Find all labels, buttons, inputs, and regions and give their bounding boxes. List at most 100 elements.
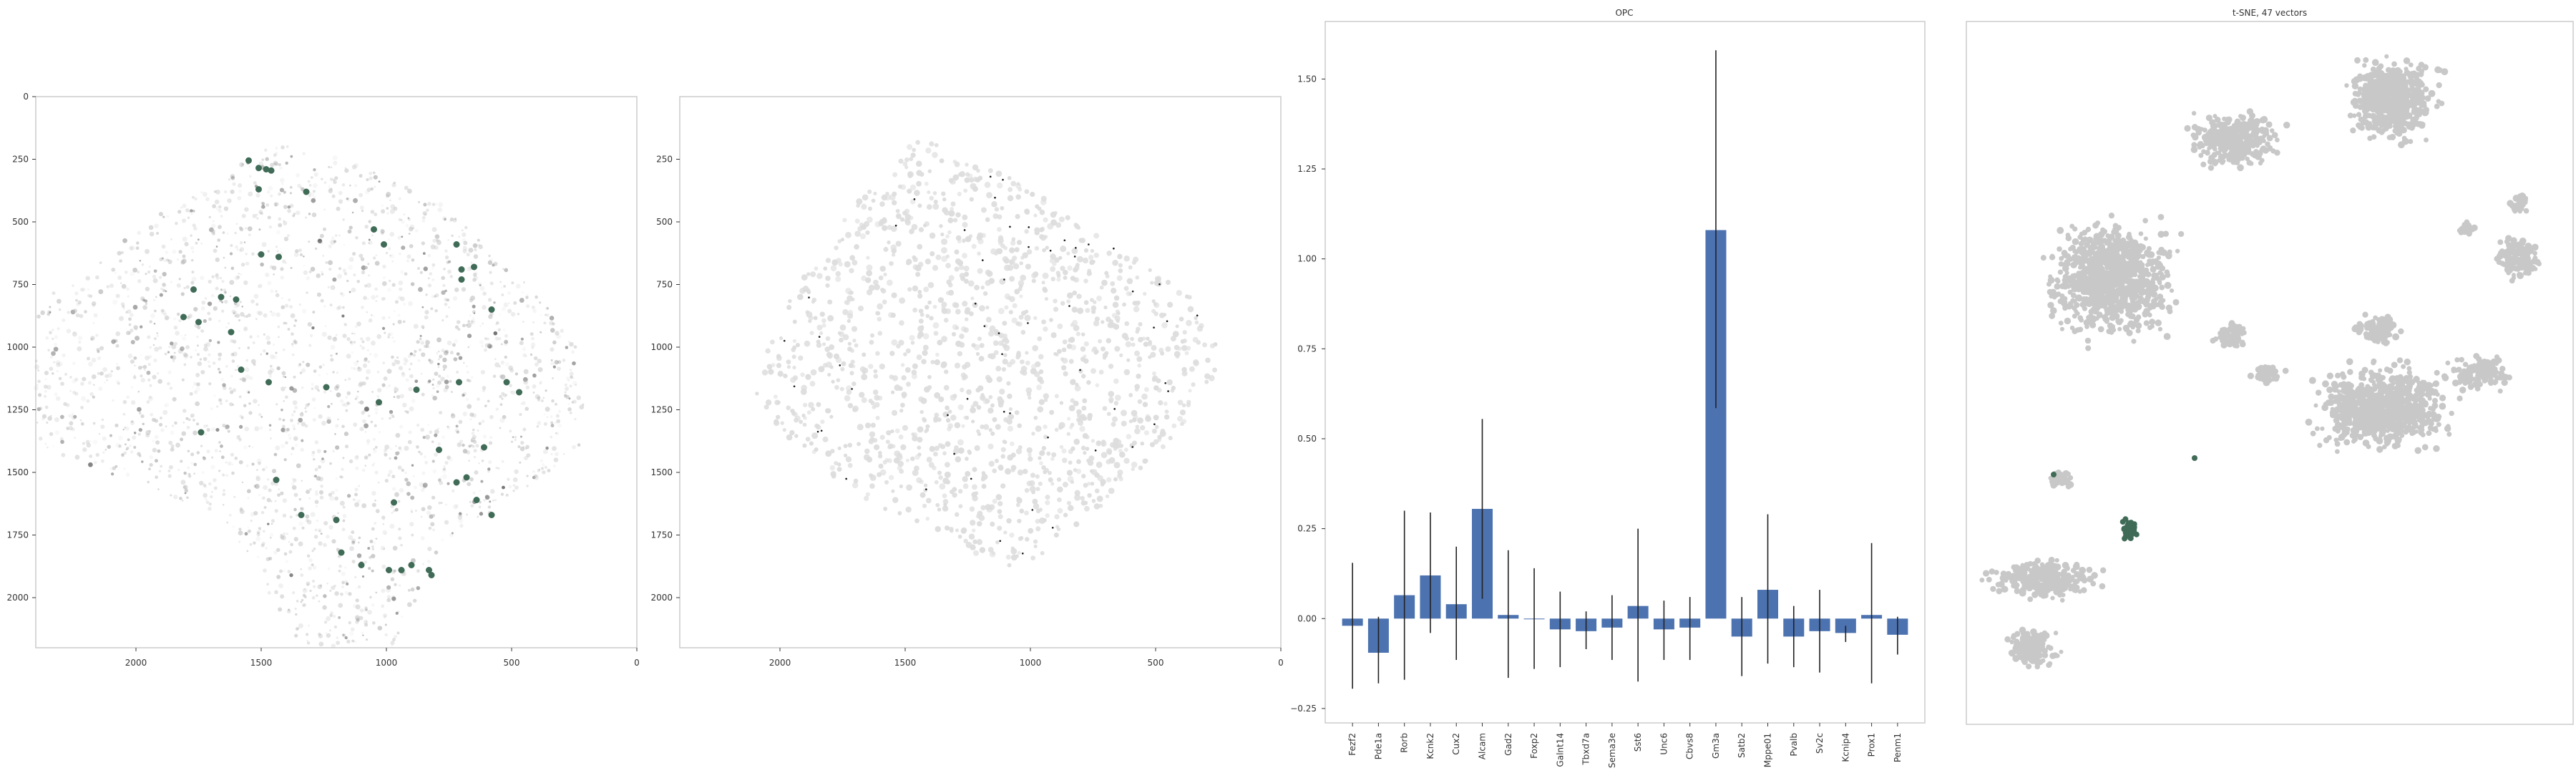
- tissue-all-cell-point: [503, 285, 506, 288]
- tissue-all-cell-point: [386, 598, 391, 603]
- tissue-all-cell-point: [251, 446, 254, 449]
- tissue-all-cell-point: [343, 402, 348, 407]
- tissue-selected-cell-point: [925, 516, 930, 521]
- tissue-all-cell-point: [162, 271, 167, 277]
- tissue-all-cell-point: [294, 607, 297, 611]
- tissue-all-cell-point: [192, 209, 195, 213]
- tissue-all-cell-point: [356, 615, 360, 619]
- tissue-selected-cell-point: [889, 261, 894, 266]
- tissue-selected-cell-point: [809, 441, 814, 446]
- tissue-selected-cell-point: [1189, 366, 1195, 372]
- tissue-all-cell-point: [311, 563, 314, 567]
- tissue-selected-cell-point: [945, 263, 951, 268]
- tissue-all-cell-point: [288, 608, 291, 611]
- tissue-all-cell-point: [182, 236, 187, 242]
- tissue-all-cell-point: [572, 444, 576, 449]
- tissue-all-cell-point: [137, 407, 142, 412]
- tissue-all-cell-point: [417, 267, 420, 270]
- tissue-selected-cell-point: [836, 378, 841, 382]
- tissue-all-cell-point: [540, 399, 544, 402]
- tissue-selected-cell-point: [1025, 537, 1030, 542]
- tissue-all-cell-point: [249, 335, 253, 339]
- tissue-all-cell-point: [477, 238, 480, 242]
- tissue-selected-cell-point: [898, 339, 904, 346]
- tissue-all-cell-point: [197, 238, 200, 241]
- tissue-all-cell-point: [307, 520, 312, 525]
- tissue-selected-cell-point: [1093, 350, 1098, 355]
- tissue-all-cell-point: [187, 313, 192, 319]
- tissue-selected-cell-point: [835, 276, 841, 283]
- tissue-all-cell-point: [364, 623, 369, 627]
- tissue-all-cell-point: [258, 527, 261, 530]
- tissue-all-cell-point: [328, 165, 331, 169]
- tissue-all-cell-point: [447, 238, 450, 241]
- tissue-all-cell-point: [243, 280, 248, 286]
- tissue-all-cell-point: [328, 525, 333, 530]
- tissue-all-cell-point: [436, 240, 441, 245]
- tissue-all-cell-point: [55, 396, 61, 402]
- tissue-all-cell-point: [268, 424, 272, 427]
- tissue-selected-cell-point: [1073, 223, 1078, 228]
- tissue-all-cell-point: [111, 338, 117, 344]
- tissue-all-cell-point: [448, 260, 452, 263]
- tissue-selected-cell-point: [1196, 326, 1204, 332]
- tissue-all-cell-point: [128, 331, 132, 335]
- tissue-all-cell-point: [52, 337, 54, 340]
- tissue-all-cell-point: [342, 268, 346, 273]
- tissue-all-cell-point: [238, 460, 243, 465]
- tissue-selected-cell-point: [1135, 329, 1140, 334]
- tissue-all-cell-point: [391, 336, 394, 339]
- tissue-selected-cell-point: [957, 351, 962, 356]
- tissue-all-cell-point: [183, 485, 188, 490]
- tissue-all-cell-point: [102, 451, 105, 454]
- tissue-all-cell-point: [339, 500, 345, 506]
- tissue-all-cell-point: [251, 462, 255, 466]
- tissue-all-cell-point: [416, 340, 420, 344]
- tissue-all-cell-point: [211, 456, 214, 459]
- tissue-all-cell-point: [58, 308, 62, 311]
- tissue-all-cell-point: [326, 583, 328, 585]
- tissue-all-cell-point: [155, 296, 157, 298]
- tissue-all-cell-point: [273, 202, 278, 206]
- tissue-all-cell-point: [306, 581, 311, 586]
- tissue-selected-cell-point: [776, 363, 782, 369]
- tissue-selected-cell-point: [1009, 533, 1015, 538]
- tissue-all-cell-point: [208, 364, 211, 368]
- tissue-selected-cell-point: [1006, 517, 1012, 524]
- tissue-selected-cell-point: [952, 492, 957, 498]
- tissue-all-cell-point: [122, 238, 127, 243]
- tissue-all-cell-point: [207, 360, 210, 364]
- tissue-selected-cell-point: [1040, 234, 1047, 241]
- tissue-all-cell-point: [489, 271, 492, 274]
- tissue-selected-cell-point: [761, 369, 769, 376]
- tissue-all-cell-point: [293, 339, 297, 344]
- tissue-all-cell-point: [275, 312, 280, 317]
- tissue-selected-cell-point: [1001, 366, 1006, 372]
- tissue-all-cell-point: [345, 409, 348, 412]
- tissue-selected-cell-point: [825, 276, 831, 281]
- tissue-all-cell-point: [314, 528, 318, 532]
- tissue-all-cell-point: [461, 287, 467, 292]
- tissue-selected-cell-point: [961, 424, 965, 428]
- tissue-all-cells-points: [34, 145, 585, 648]
- tissue-all-cell-point: [304, 216, 308, 219]
- tissue-selected-cell-point: [1106, 338, 1111, 344]
- tissue-all-cell-point: [226, 521, 229, 524]
- tissue-selected-cell-point: [1060, 301, 1065, 306]
- tissue-all-cell-point: [365, 376, 369, 380]
- tissue-all-highlighted-point: [218, 293, 225, 301]
- tissue-all-cell-point: [311, 212, 317, 218]
- tissue-all-cell-point: [487, 467, 491, 471]
- tissue-all-cell-point: [202, 456, 205, 459]
- tissue-selected-cell-point: [1151, 428, 1157, 434]
- tissue-all-cell-point: [354, 455, 359, 460]
- tissue-all-cell-point: [301, 308, 307, 314]
- tissue-all-cell-point: [167, 259, 172, 264]
- tissue-all-cell-point: [478, 462, 480, 465]
- tissue-all-cell-point: [425, 434, 430, 440]
- tissue-all-cell-point: [407, 218, 411, 221]
- tissue-selected-cell-point: [1019, 535, 1024, 540]
- tissue-all-cell-point: [239, 301, 242, 303]
- tissue-selected-cell-point: [990, 521, 995, 527]
- tissue-all-cell-point: [314, 467, 318, 472]
